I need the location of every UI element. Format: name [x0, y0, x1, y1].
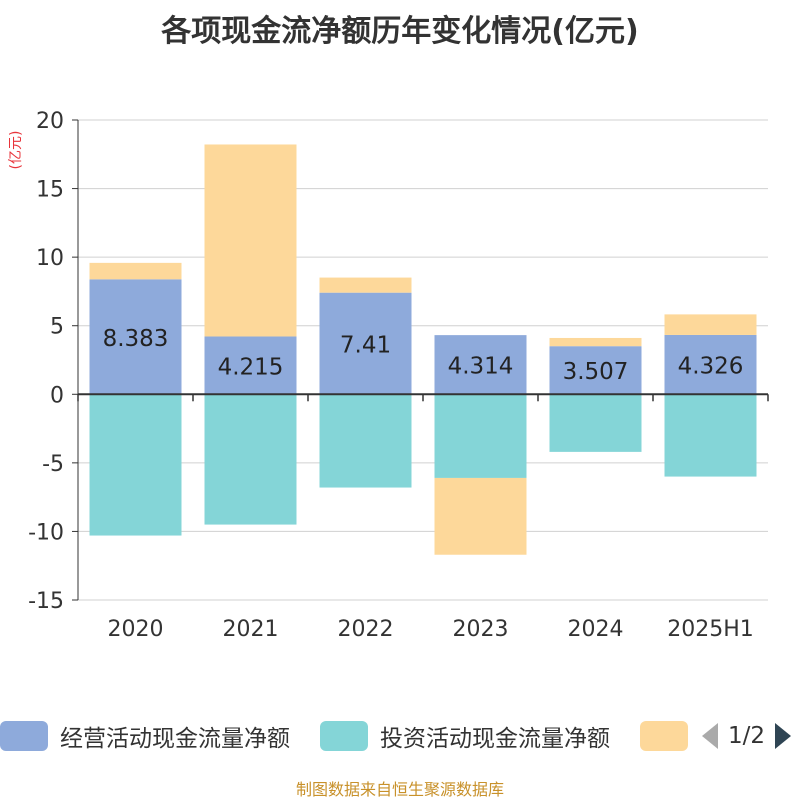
bar-series1	[664, 394, 757, 477]
bar-series0	[204, 336, 297, 395]
data-label: 7.41	[340, 332, 391, 358]
chevron-left-icon[interactable]	[702, 723, 718, 749]
data-label: 4.215	[218, 354, 284, 380]
bar-series0	[89, 279, 182, 395]
data-label: 4.326	[678, 354, 744, 380]
bar-series0	[549, 346, 642, 395]
bar-series2	[664, 314, 757, 335]
bar-series1	[319, 394, 412, 488]
bar-series1	[89, 394, 182, 536]
chevron-right-icon[interactable]	[775, 723, 792, 749]
y-tick-label: -10	[28, 520, 64, 545]
x-tick-label: 2022	[338, 617, 394, 642]
legend-page-indicator: 1/2	[728, 723, 766, 749]
data-label: 4.314	[448, 354, 514, 380]
bar-series2	[204, 144, 297, 337]
y-tick-label: 5	[50, 315, 64, 340]
legend-swatch	[320, 721, 368, 751]
data-label: 8.383	[103, 326, 169, 352]
bar-series0	[664, 334, 757, 395]
legend-item-third[interactable]	[640, 716, 688, 756]
bar-series0	[434, 335, 527, 395]
bar-series2	[319, 277, 412, 293]
legend-swatch	[640, 721, 688, 751]
x-tick-label: 2023	[453, 617, 509, 642]
legend-item-operating[interactable]: 经营活动现金流量净额	[0, 716, 290, 756]
legend: 经营活动现金流量净额 投资活动现金流量净额 1/2	[0, 716, 800, 756]
x-tick-label: 2020	[108, 617, 164, 642]
bar-series1	[434, 394, 527, 478]
legend-pager: 1/2	[702, 716, 792, 756]
y-tick-label: -15	[28, 589, 64, 614]
bar-series1	[549, 394, 642, 452]
bar-series2	[434, 477, 527, 555]
y-tick-label: 20	[36, 109, 64, 134]
y-tick-label: -5	[42, 452, 64, 477]
data-source-note: 制图数据来自恒生聚源数据库	[295, 780, 504, 799]
y-tick-label: 10	[36, 246, 64, 271]
legend-label: 经营活动现金流量净额	[60, 726, 290, 752]
legend-label: 投资活动现金流量净额	[380, 726, 610, 752]
y-tick-label: 0	[50, 383, 64, 408]
legend-swatch	[0, 721, 48, 751]
chart-area: -15 -10 -5 0 5 10 15 20 8.383 4.215 7.41 4.314 3.507…	[28, 109, 769, 642]
legend-item-investing[interactable]: 投资活动现金流量净额	[320, 716, 610, 756]
x-tick-label: 2021	[223, 617, 279, 642]
x-tick-label: 2024	[568, 617, 624, 642]
data-label: 3.507	[563, 359, 629, 385]
bar-series0	[319, 292, 412, 395]
chart-title: 各项现金流净额历年变化情况(亿元)	[161, 14, 639, 49]
bar-series2	[549, 337, 642, 347]
bar-series2	[89, 262, 182, 280]
bar-series1	[204, 394, 297, 525]
x-tick-label: 2025H1	[667, 617, 754, 642]
y-tick-label: 15	[36, 178, 64, 203]
